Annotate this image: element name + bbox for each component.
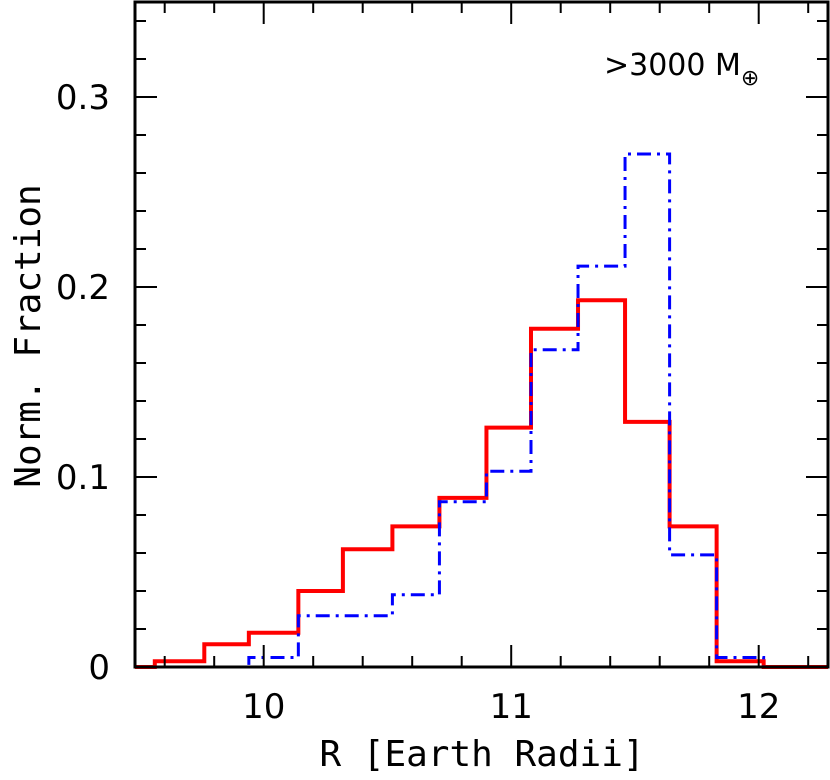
x-tick-label: 10 <box>242 687 285 727</box>
tick-label-layer: 10 11 12 0 0.1 0.2 0.3 <box>56 78 780 727</box>
x-tick-label: 11 <box>490 687 533 727</box>
x-axis-label: R [Earth Radii] <box>319 734 644 775</box>
plot-frame <box>133 0 830 669</box>
x-tick-label: 12 <box>737 687 780 727</box>
y-tick-label: 0.1 <box>56 458 110 498</box>
y-tick-label: 0 <box>88 648 110 688</box>
histogram-series-2 <box>135 152 828 669</box>
y-axis-label: Norm. Fraction <box>8 184 49 487</box>
y-tick-label: 0.3 <box>56 78 110 118</box>
mass-annotation-text: >3000 M <box>604 48 741 83</box>
tick-layer <box>135 2 828 667</box>
mass-annotation: >3000 M⊕ <box>604 48 759 91</box>
earth-symbol-subscript: ⊕ <box>741 66 759 91</box>
y-tick-label: 0.2 <box>56 268 110 308</box>
series-layer <box>135 152 828 669</box>
histogram-series-1 <box>135 298 828 669</box>
